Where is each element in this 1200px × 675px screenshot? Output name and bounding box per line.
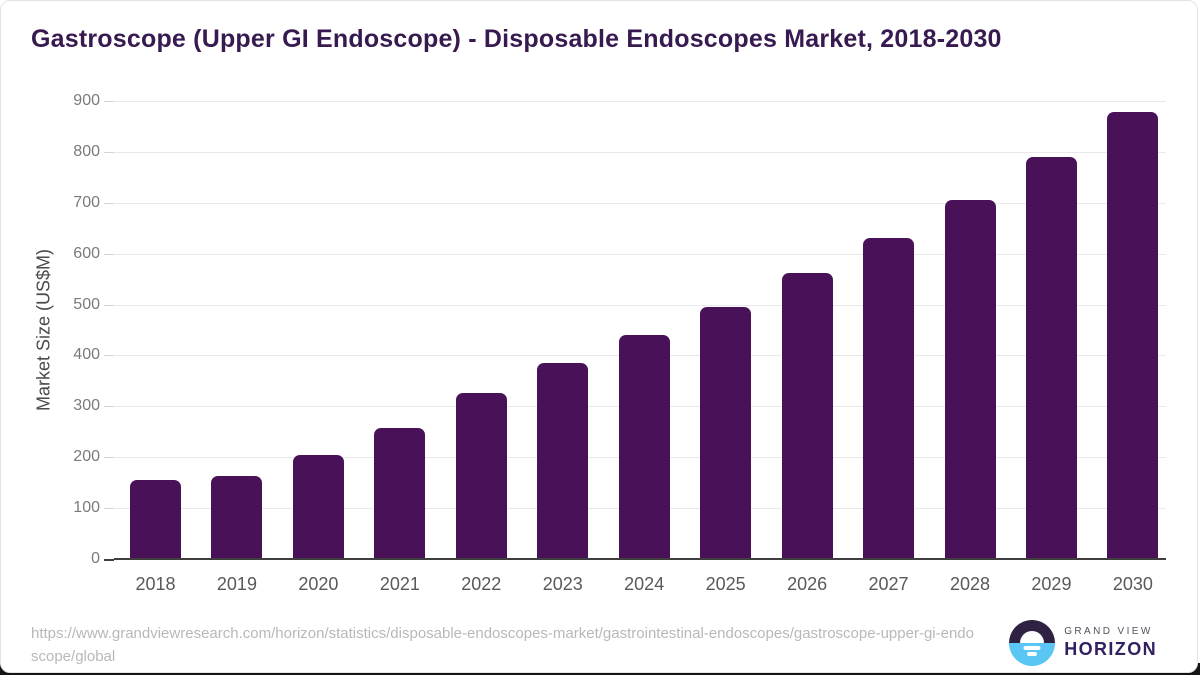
- y-tick-label-400: 400: [73, 346, 100, 364]
- gridline-500: [114, 304, 1166, 306]
- y-tick-mark-200: [104, 457, 114, 459]
- gridline-600: [114, 253, 1166, 255]
- y-axis-title: Market Size (US$M): [33, 248, 54, 412]
- bar-2029: [1025, 156, 1077, 559]
- x-tick-label-2027: 2027: [868, 574, 909, 594]
- x-tick-label-2030: 2030: [1112, 574, 1153, 594]
- gridline-700: [114, 202, 1166, 204]
- y-tick-label-300: 300: [73, 397, 100, 415]
- y-tick-label-900: 900: [73, 92, 100, 109]
- bar-2023: [537, 362, 589, 559]
- x-tick-label-2019: 2019: [216, 574, 257, 594]
- x-tick-label-2018: 2018: [135, 574, 176, 594]
- y-tick-label-0: 0: [91, 550, 100, 567]
- bar-2020: [292, 455, 344, 559]
- y-tick-mark-400: [104, 355, 114, 357]
- x-axis-line: [114, 558, 1166, 560]
- logo-wordmark: GRAND VIEW HORIZON: [1064, 626, 1157, 660]
- horizon-sunrise-icon: [1009, 620, 1056, 666]
- x-tick-label-2026: 2026: [787, 574, 828, 594]
- x-tick-label-2022: 2022: [461, 574, 502, 594]
- gridline-800: [114, 151, 1166, 153]
- bar-2021: [374, 428, 426, 559]
- x-tick-label-2020: 2020: [298, 574, 339, 594]
- x-tick-label-2025: 2025: [705, 574, 746, 594]
- y-tick-label-700: 700: [73, 193, 100, 211]
- y-tick-mark-0: [104, 559, 114, 561]
- y-tick-mark-900: [104, 101, 114, 102]
- grand-view-horizon-logo: GRAND VIEW HORIZON: [1009, 620, 1157, 666]
- logo-horizon-text: HORIZON: [1064, 639, 1157, 659]
- bar-2022: [455, 393, 507, 559]
- bar-2030: [1107, 112, 1159, 559]
- bar-2024: [618, 335, 670, 559]
- plot-area: [114, 101, 1166, 559]
- y-tick-mark-600: [104, 253, 114, 255]
- x-tick-label-2028: 2028: [949, 574, 991, 594]
- y-tick-label-500: 500: [73, 295, 100, 313]
- x-tick-label-2023: 2023: [542, 574, 583, 594]
- gridline-900: [114, 101, 1166, 102]
- y-tick-mark-700: [104, 202, 114, 204]
- y-tick-mark-100: [104, 508, 114, 510]
- y-tick-label-800: 800: [73, 142, 100, 160]
- y-tick-label-600: 600: [73, 244, 100, 262]
- reflection-line-2: [1027, 652, 1038, 656]
- y-tick-mark-800: [104, 151, 114, 153]
- bar-2025: [700, 306, 752, 559]
- y-tick-mark-300: [104, 406, 114, 408]
- source-url: https://www.grandviewresearch.com/horizo…: [31, 625, 974, 665]
- x-tick-label-2021: 2021: [379, 574, 420, 594]
- chart-title: Gastroscope (Upper GI Endoscope) - Dispo…: [31, 25, 1002, 53]
- bar-2028: [944, 199, 996, 559]
- bar-2027: [863, 237, 915, 559]
- x-tick-label-2024: 2024: [624, 574, 665, 594]
- y-tick-label-200: 200: [73, 448, 100, 466]
- bar-2026: [781, 273, 833, 559]
- bar-2018: [130, 480, 181, 559]
- logo-grand-view-text: GRAND VIEW: [1064, 626, 1153, 637]
- y-tick-label-100: 100: [73, 499, 100, 517]
- sun-dome-shape: [1020, 631, 1045, 643]
- x-tick-label-2029: 2029: [1031, 574, 1072, 594]
- reflection-line-1: [1023, 646, 1041, 650]
- y-tick-mark-500: [104, 304, 114, 306]
- bar-2019: [211, 476, 263, 559]
